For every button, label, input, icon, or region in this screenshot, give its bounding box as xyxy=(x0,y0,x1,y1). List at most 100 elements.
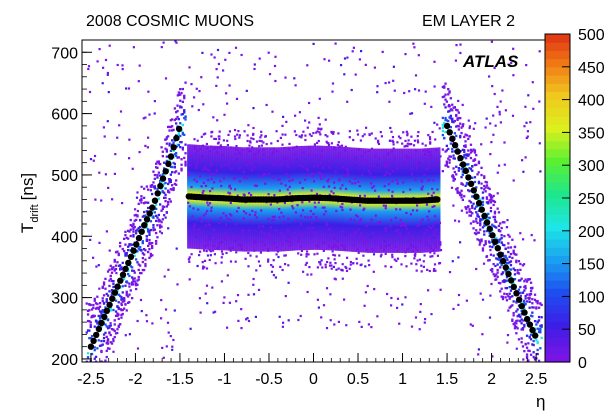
endcap-right-band-hit xyxy=(449,97,452,100)
barrel-halo-hit xyxy=(431,187,434,190)
noise-hit xyxy=(272,274,275,277)
barrel-halo-hit xyxy=(327,143,331,146)
endcap-right-band-hit xyxy=(504,247,507,250)
barrel-halo-hit xyxy=(346,256,349,259)
noise-hit xyxy=(512,47,515,50)
barrel-halo-hit xyxy=(404,251,407,254)
endcap-left-band-hit xyxy=(114,299,118,302)
noise-hit xyxy=(225,92,228,95)
noise-hit xyxy=(539,170,542,173)
endcap-right-band-hit xyxy=(515,332,518,335)
endcap-left-band-hit xyxy=(156,236,159,239)
noise-hit xyxy=(121,202,124,205)
barrel-halo-hit xyxy=(344,187,348,190)
color-scale-segment xyxy=(545,280,570,289)
endcap-right-band-hit xyxy=(451,147,454,151)
noise-hit xyxy=(190,83,193,86)
barrel-halo-hit xyxy=(279,232,282,235)
endcap-right-band-hit xyxy=(509,264,513,267)
endcap-right-profile-point xyxy=(500,257,507,265)
endcap-right-band-hit xyxy=(529,290,533,293)
barrel-halo-hit xyxy=(227,164,230,167)
barrel-halo-hit xyxy=(292,207,295,210)
endcap-left-band-hit xyxy=(169,125,172,129)
endcap-left-band-hit xyxy=(165,155,168,158)
endcap-left-band-hit xyxy=(179,99,182,102)
endcap-left-profile-point xyxy=(98,319,105,327)
barrel-halo-hit xyxy=(355,231,358,234)
endcap-left-band-hit xyxy=(119,245,122,248)
noise-hit xyxy=(98,241,101,244)
noise-hit xyxy=(282,115,285,118)
endcap-left-band-hit xyxy=(140,201,143,204)
endcap-left-band-hit xyxy=(119,268,122,271)
endcap-left-profile-point xyxy=(175,125,183,133)
y-tick-label: 700 xyxy=(51,45,78,62)
endcap-right-band-hit xyxy=(529,281,533,284)
endcap-left-profile-point xyxy=(141,222,148,229)
endcap-left-band-hit xyxy=(106,338,110,341)
endcap-left-band-hit xyxy=(97,339,100,342)
endcap-right-band-hit xyxy=(524,342,527,346)
barrel-halo-hit xyxy=(374,137,377,140)
endcap-right-band-hit xyxy=(477,180,481,183)
noise-hit xyxy=(341,277,344,280)
barrel-halo-hit xyxy=(432,191,435,194)
barrel-halo-hit xyxy=(316,164,320,167)
endcap-left-band-hit xyxy=(136,283,139,286)
endcap-right-band-hit xyxy=(497,240,501,244)
endcap-right-band-hit xyxy=(465,211,469,214)
barrel-halo-hit xyxy=(237,130,240,133)
endcap-left-band-hit xyxy=(124,254,127,257)
endcap-right-band-hit xyxy=(532,339,535,343)
endcap-right-band-hit xyxy=(515,325,518,329)
endcap-right-band-hit xyxy=(452,154,455,157)
endcap-left-band-hit xyxy=(104,277,107,280)
noise-hit xyxy=(121,68,124,71)
barrel-halo-hit xyxy=(228,236,231,239)
barrel-halo-hit xyxy=(316,141,319,144)
endcap-right-band-hit xyxy=(529,338,533,341)
endcap-right-band-hit xyxy=(493,212,497,215)
endcap-right-band-hit xyxy=(456,191,459,194)
endcap-right-band-hit xyxy=(475,217,478,220)
noise-hit xyxy=(136,191,139,194)
noise-hit xyxy=(324,134,327,137)
noise-hit xyxy=(139,298,143,302)
endcap-right-band-hit xyxy=(533,363,535,365)
barrel-halo-hit xyxy=(249,163,253,166)
barrel-halo-hit xyxy=(321,232,324,235)
barrel-halo-hit xyxy=(218,222,221,225)
endcap-left-band-hit xyxy=(124,303,127,306)
noise-hit xyxy=(93,154,97,158)
barrel-halo-hit xyxy=(258,175,261,178)
barrel-halo-hit xyxy=(258,145,261,148)
barrel-halo-hit xyxy=(431,255,434,258)
endcap-left-band-hit xyxy=(108,326,111,329)
barrel-halo-hit xyxy=(231,246,234,249)
barrel-halo-hit xyxy=(280,211,283,214)
endcap-right-profile-point xyxy=(454,148,461,155)
endcap-left-band-hit xyxy=(94,366,96,368)
barrel-halo-hit xyxy=(383,165,387,168)
barrel-halo-hit xyxy=(349,218,352,221)
endcap-left-band-hit xyxy=(144,258,147,261)
endcap-right-profile-point xyxy=(494,245,501,252)
noise-hit xyxy=(332,265,335,268)
endcap-left-band-hit xyxy=(98,310,102,313)
endcap-left-profile-point xyxy=(157,182,164,190)
noise-hit xyxy=(160,317,163,320)
noise-hit xyxy=(196,264,199,268)
barrel-halo-hit xyxy=(193,147,197,150)
endcap-left-band-hit xyxy=(94,320,98,323)
endcap-left-band-hit xyxy=(171,129,174,132)
endcap-left-band-hit xyxy=(169,149,172,152)
endcap-right-band-hit xyxy=(484,218,487,221)
color-scale-segment xyxy=(545,296,570,306)
endcap-left-band-hit xyxy=(105,325,108,328)
barrel-halo-hit xyxy=(339,205,342,208)
barrel-halo-hit xyxy=(312,232,315,235)
endcap-left-band-hit xyxy=(176,156,179,159)
endcap-left-band-hit xyxy=(108,332,111,335)
endcap-right-band-hit xyxy=(524,287,527,290)
